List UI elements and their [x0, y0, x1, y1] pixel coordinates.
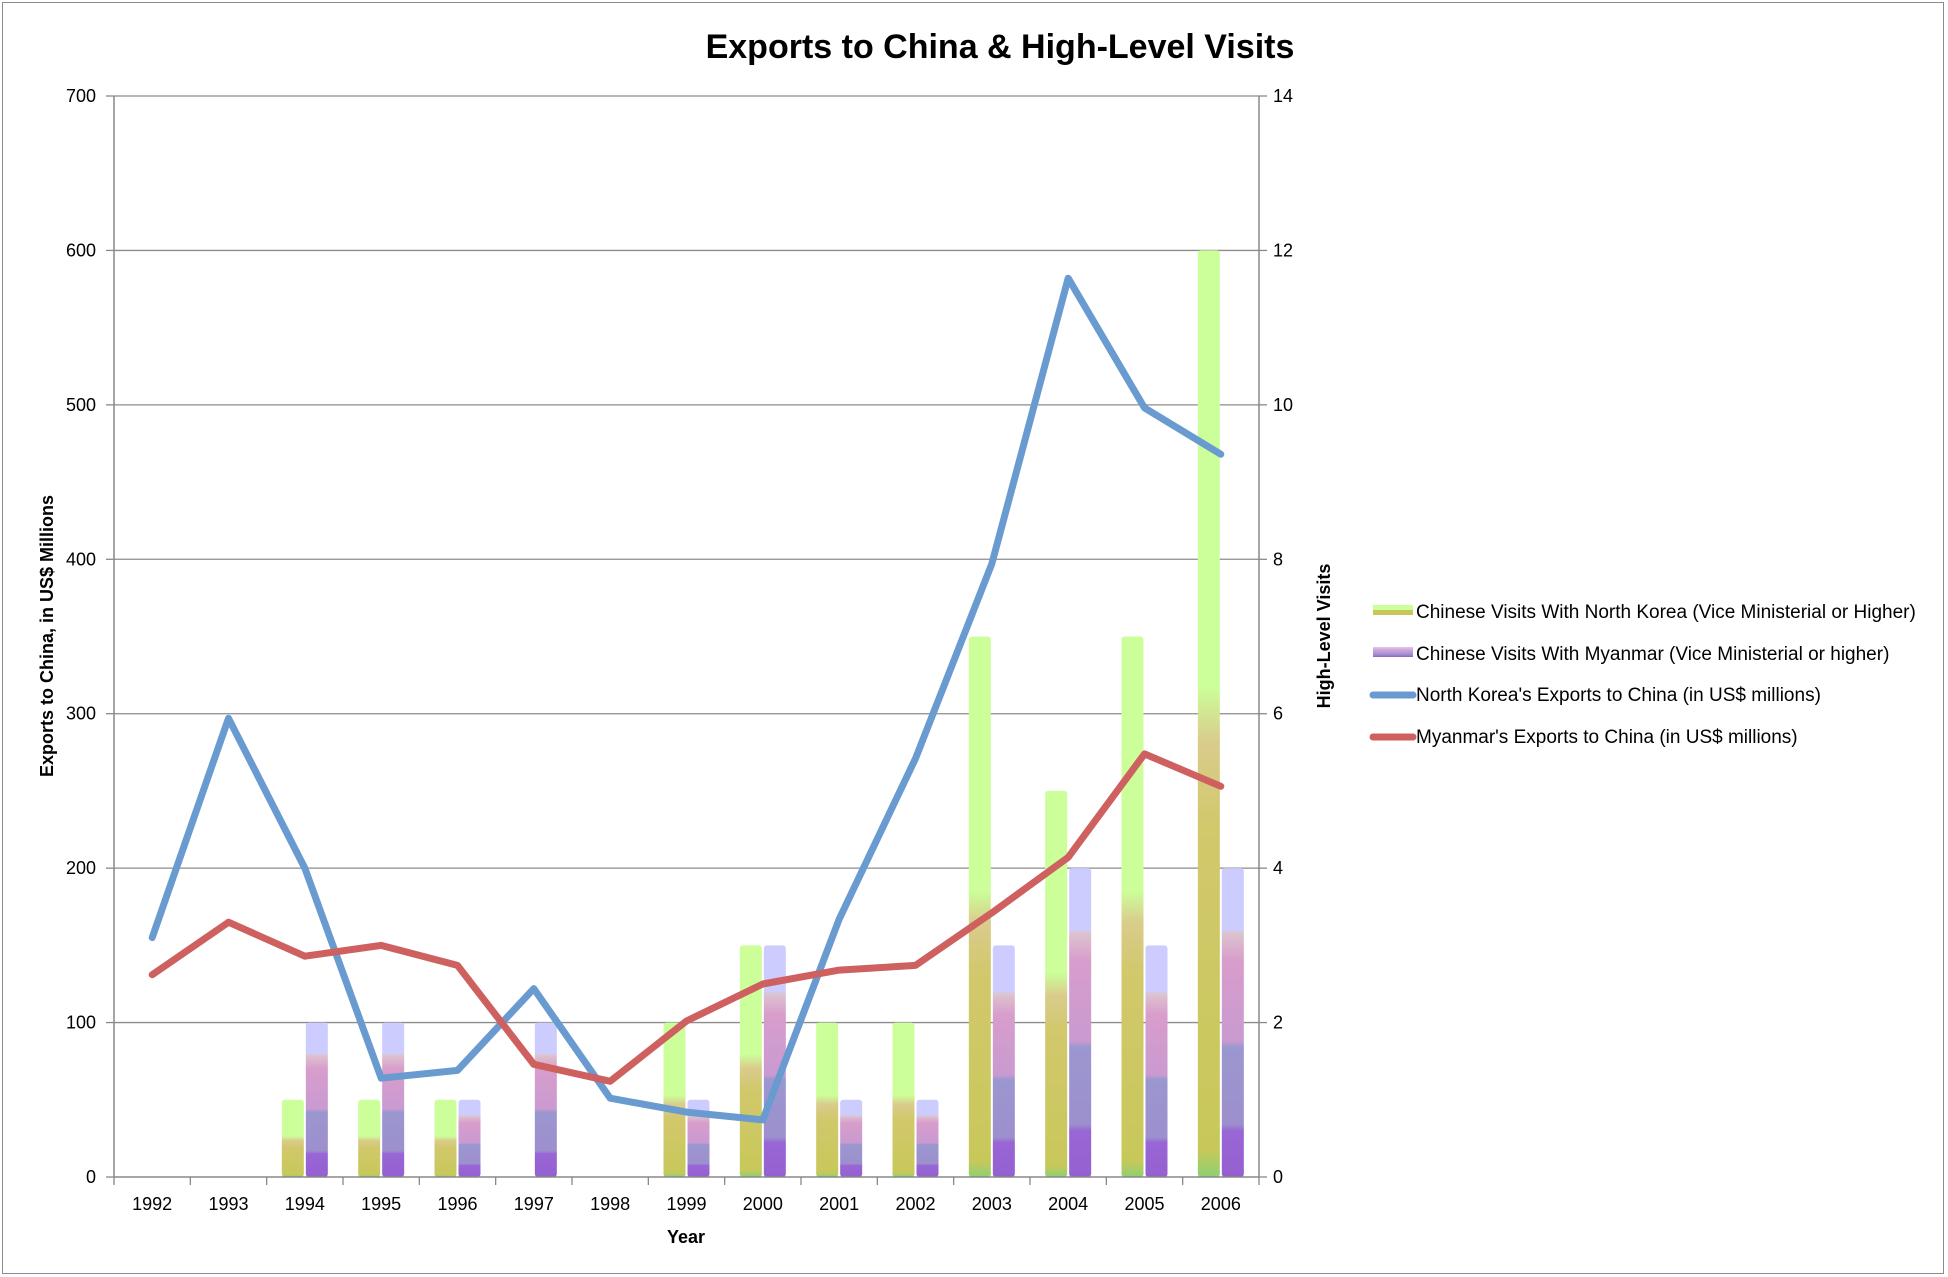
- x-tick-label: 1997: [514, 1194, 554, 1214]
- left-tick-label: 100: [66, 1013, 96, 1033]
- x-tick-label: 2003: [972, 1194, 1012, 1214]
- bar-myanmar-visits: [382, 1022, 405, 1177]
- left-tick-label: 200: [66, 858, 96, 878]
- bar-north-korea-visits: [663, 1022, 686, 1177]
- x-tick-label: 2002: [895, 1194, 935, 1214]
- bar-north-korea-visits: [281, 1099, 304, 1177]
- bar-north-korea-visits: [434, 1099, 457, 1177]
- right-tick-label: 10: [1273, 395, 1293, 415]
- bar-myanmar-visits: [1069, 868, 1092, 1177]
- legend-swatch-myanmar-visits: [1373, 647, 1413, 657]
- bar-myanmar-visits: [840, 1099, 863, 1177]
- chart-title: Exports to China & High-Level Visits: [706, 28, 1295, 66]
- legend: Chinese Visits With North Korea (Vice Mi…: [1369, 602, 1916, 748]
- legend-label-myanmar-visits: Chinese Visits With Myanmar (Vice Minist…: [1416, 644, 1889, 665]
- line-myanmar-exports: [148, 750, 1225, 1085]
- y2-axis-title: High-Level Visits: [1314, 564, 1334, 709]
- right-tick-label: 2: [1273, 1013, 1283, 1033]
- line-north-korea-exports: [148, 274, 1225, 1124]
- bar-north-korea-visits: [816, 1022, 839, 1177]
- x-tick-label: 2005: [1124, 1194, 1164, 1214]
- bar-north-korea-visits: [968, 636, 991, 1177]
- x-tick-label: 1992: [132, 1194, 172, 1214]
- bar-myanmar-visits: [458, 1099, 481, 1177]
- right-tick-label: 8: [1273, 549, 1283, 569]
- x-tick-label: 1999: [666, 1194, 706, 1214]
- legend-label-north-korea-visits: Chinese Visits With North Korea (Vice Mi…: [1416, 602, 1916, 623]
- right-tick-label: 4: [1273, 858, 1283, 878]
- bar-myanmar-visits: [992, 945, 1015, 1177]
- right-tick-label: 6: [1273, 704, 1283, 724]
- x-tick-label: 2001: [819, 1194, 859, 1214]
- legend-label-myanmar-exports: Myanmar's Exports to China (in US$ milli…: [1416, 727, 1798, 748]
- bar-myanmar-visits: [763, 945, 786, 1177]
- bar-north-korea-visits: [1045, 790, 1068, 1177]
- bar-myanmar-visits: [534, 1022, 557, 1177]
- line-series: [148, 274, 1225, 1124]
- legend-label-north-korea-exports: North Korea's Exports to China (in US$ m…: [1416, 685, 1821, 706]
- x-tick-label: 2000: [743, 1194, 783, 1214]
- x-tick-label: 1998: [590, 1194, 630, 1214]
- left-tick-label: 300: [66, 704, 96, 724]
- bar-north-korea-visits: [358, 1099, 381, 1177]
- left-tick-label: 0: [86, 1167, 96, 1187]
- bar-north-korea-visits: [892, 1022, 915, 1177]
- x-tick-label: 1995: [361, 1194, 401, 1214]
- x-axis-ticks: 1992 1993 1994 1995 1996 1997 1998 1999 2000 2001…: [113, 1177, 1260, 1214]
- x-tick-label: 1996: [437, 1194, 477, 1214]
- x-tick-label: 2004: [1048, 1194, 1088, 1214]
- left-axis-ticks: 0 100 200 300 400 500 600 700: [66, 86, 114, 1187]
- x-tick-label: 2006: [1201, 1194, 1241, 1214]
- bar-myanmar-visits: [916, 1099, 939, 1177]
- left-tick-label: 500: [66, 395, 96, 415]
- right-tick-label: 12: [1273, 240, 1293, 260]
- bar-myanmar-visits: [1221, 868, 1244, 1177]
- bar-series: [281, 250, 1244, 1177]
- bar-myanmar-visits: [305, 1022, 328, 1177]
- bar-north-korea-visits: [739, 945, 762, 1177]
- x-tick-label: 1994: [285, 1194, 325, 1214]
- right-axis-ticks: 0 2 4 6 8 10 12 14: [1259, 86, 1293, 1187]
- bar-myanmar-visits: [687, 1099, 710, 1177]
- right-tick-label: 0: [1273, 1167, 1283, 1187]
- left-tick-label: 600: [66, 240, 96, 260]
- left-tick-label: 400: [66, 549, 96, 569]
- left-tick-label: 700: [66, 86, 96, 106]
- x-axis-title: Year: [667, 1227, 705, 1247]
- y-axis-title: Exports to China, in US$ Millions: [37, 495, 57, 777]
- bar-north-korea-visits: [1121, 636, 1144, 1177]
- bar-myanmar-visits: [1145, 945, 1168, 1177]
- bar-north-korea-visits: [1197, 250, 1220, 1177]
- right-tick-label: 14: [1273, 86, 1293, 106]
- x-tick-label: 1993: [208, 1194, 248, 1214]
- legend-swatch-north-korea-visits: [1373, 605, 1413, 615]
